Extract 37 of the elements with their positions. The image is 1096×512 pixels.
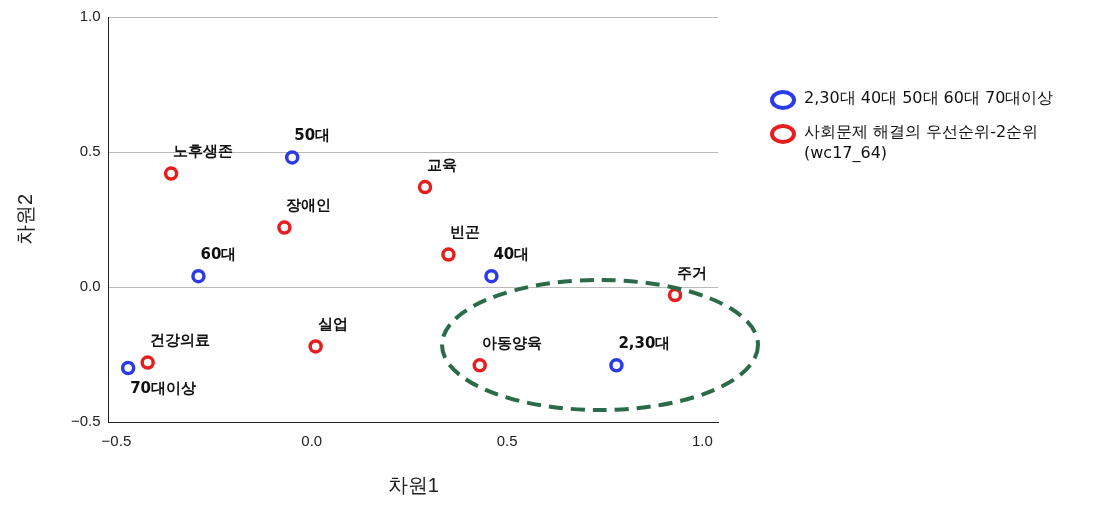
x-tick-label: −0.5 [101,432,132,450]
point [284,150,300,165]
annotation: 실업 [317,315,348,334]
annotation: 60대 [200,245,237,264]
annotation: 건강의료 [149,331,210,350]
annotation: 빈곤 [450,223,481,242]
annotation: 70대이상 [130,378,197,397]
x-tick-label: 0.5 [496,432,518,450]
annotation: 40대 [493,245,530,264]
annotation: 2,30대 [618,334,671,353]
y-tick-label: 0.5 [79,142,101,160]
point [609,358,624,373]
x-tick-label: 0.0 [301,432,323,450]
annotation: 교육 [427,155,458,174]
point [417,179,433,195]
point [484,268,499,284]
annotation: 아동양육 [481,334,542,353]
annotation: 장애인 [286,196,332,215]
y-tick-label: −0.5 [70,412,101,430]
annotation: 노후생존 [173,142,234,161]
y-axis-title: 차원2 [13,193,36,246]
point [308,339,323,354]
annotation: 주거 [677,263,708,282]
x-axis-title: 차원1 [387,473,439,496]
annotation: 50대 [294,126,331,145]
point [163,166,179,181]
legend-label: 사회문제 해결의 우선순위-2순위 (wc17_64) [804,122,1040,162]
point [191,268,206,284]
point [441,247,456,262]
point [140,355,155,370]
y-tick-label: 1.0 [79,7,101,25]
y-tick-label: 0.0 [79,277,101,295]
x-tick-label: 1.0 [691,432,713,450]
point [277,220,292,235]
point [120,360,136,376]
point [472,358,487,373]
legend-label: 2,30대 40대 50대 60대 70대이상 [804,88,1054,109]
